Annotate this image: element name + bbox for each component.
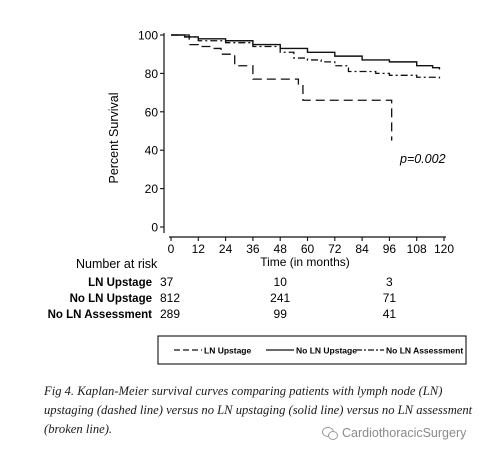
risk-value: 289 xyxy=(160,307,180,321)
legend-label: No LN Upstage xyxy=(296,346,357,356)
risk-row-label: LN Upstage xyxy=(88,277,152,289)
risk-value: 812 xyxy=(160,291,180,305)
risk-row-label: No LN Assessment xyxy=(48,309,153,321)
watermark-text: CardiothoracicSurgery xyxy=(342,426,467,440)
chat-bubbles-icon xyxy=(322,426,338,440)
legend-label: LN Upstage xyxy=(204,346,252,356)
risk-value: 99 xyxy=(274,307,288,321)
x-tick-label: 12 xyxy=(192,242,206,256)
risk-value: 241 xyxy=(270,291,290,305)
y-tick-label: 80 xyxy=(145,67,159,81)
watermark: CardiothoracicSurgery xyxy=(322,426,466,440)
x-tick-label: 60 xyxy=(301,242,315,256)
y-tick-label: 20 xyxy=(145,182,159,196)
risk-value: 3 xyxy=(386,275,393,289)
risk-value: 41 xyxy=(383,307,397,321)
survival-curves xyxy=(171,34,441,141)
legend: LN Upstage No LN Upstage No LN Assessment xyxy=(157,335,467,365)
y-tick-label: 100 xyxy=(138,29,158,43)
risk-value: 71 xyxy=(383,291,397,305)
legend-label: No LN Assessment xyxy=(386,346,463,356)
x-tick-label: 24 xyxy=(219,242,233,256)
x-tick-label: 96 xyxy=(383,242,397,256)
risk-row-label: No LN Upstage xyxy=(70,293,152,305)
x-tick-label: 84 xyxy=(355,242,369,256)
risk-table: LN Upstage 37 10 3 No LN Upstage 812 241 71 No L… xyxy=(48,275,397,321)
x-axis-title: Time (in months) xyxy=(260,255,350,269)
series-ln-upstage-curve xyxy=(171,34,393,141)
y-tick-label: 0 xyxy=(151,221,158,235)
series-no-ln-assessment-curve xyxy=(171,34,441,80)
x-tick-label: 108 xyxy=(407,242,427,256)
figure-caption: Fig 4. Kaplan-Meier survival curves comp… xyxy=(44,384,473,436)
y-tick-label: 60 xyxy=(145,105,159,119)
risk-value: 37 xyxy=(160,275,174,289)
x-tick-label: 72 xyxy=(328,242,342,256)
x-tick-label: 48 xyxy=(274,242,288,256)
p-value-annotation: p=0.002 xyxy=(399,152,446,166)
y-tick-label: 40 xyxy=(145,144,159,158)
x-tick-label: 36 xyxy=(246,242,260,256)
axes: 0 20 40 60 80 100 0 12 24 36 48 60 72 84 96 108 120 xyxy=(138,29,454,257)
risk-table-heading: Number at risk xyxy=(76,257,158,271)
legend-frame xyxy=(157,335,467,365)
x-tick-label: 120 xyxy=(434,242,454,256)
y-axis-title: Percent Survival xyxy=(107,92,121,183)
x-tick-label: 0 xyxy=(168,242,175,256)
risk-value: 10 xyxy=(274,275,288,289)
